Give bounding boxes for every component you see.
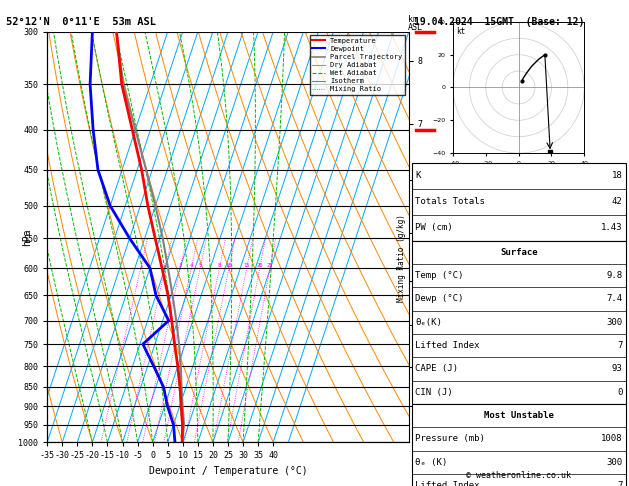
Text: 7: 7 bbox=[617, 481, 623, 486]
Text: Dewp (°C): Dewp (°C) bbox=[415, 295, 464, 303]
Text: 10: 10 bbox=[226, 263, 232, 268]
Text: 18: 18 bbox=[612, 171, 623, 180]
Text: θₑ (K): θₑ (K) bbox=[415, 458, 447, 467]
Text: 1: 1 bbox=[139, 263, 142, 268]
Text: 2: 2 bbox=[164, 263, 167, 268]
Text: 52°12'N  0°11'E  53m ASL: 52°12'N 0°11'E 53m ASL bbox=[6, 17, 156, 27]
Text: 1008: 1008 bbox=[601, 434, 623, 443]
Text: km: km bbox=[408, 15, 418, 24]
Text: PW (cm): PW (cm) bbox=[415, 223, 453, 232]
Text: 7: 7 bbox=[617, 341, 623, 350]
Text: 5: 5 bbox=[199, 263, 202, 268]
Text: 300: 300 bbox=[606, 458, 623, 467]
Text: 1.43: 1.43 bbox=[601, 223, 623, 232]
Text: Temp (°C): Temp (°C) bbox=[415, 271, 464, 280]
X-axis label: Dewpoint / Temperature (°C): Dewpoint / Temperature (°C) bbox=[148, 466, 308, 476]
Text: Mixing Ratio (g/kg): Mixing Ratio (g/kg) bbox=[397, 214, 406, 301]
Text: 8: 8 bbox=[218, 263, 221, 268]
Text: 0: 0 bbox=[617, 388, 623, 397]
Text: 7.4: 7.4 bbox=[606, 295, 623, 303]
Text: ASL: ASL bbox=[408, 23, 423, 32]
Text: θₑ(K): θₑ(K) bbox=[415, 318, 442, 327]
Text: 93: 93 bbox=[612, 364, 623, 373]
Text: 42: 42 bbox=[612, 197, 623, 206]
Text: 3: 3 bbox=[179, 263, 182, 268]
Legend: Temperature, Dewpoint, Parcel Trajectory, Dry Adiabat, Wet Adiabat, Isotherm, Mi: Temperature, Dewpoint, Parcel Trajectory… bbox=[309, 35, 405, 95]
Text: 300: 300 bbox=[606, 318, 623, 327]
Text: 20: 20 bbox=[257, 263, 263, 268]
Text: Totals Totals: Totals Totals bbox=[415, 197, 485, 206]
Text: K: K bbox=[415, 171, 421, 180]
Text: 4: 4 bbox=[190, 263, 193, 268]
Text: © weatheronline.co.uk: © weatheronline.co.uk bbox=[467, 471, 571, 480]
Text: 15: 15 bbox=[243, 263, 250, 268]
Text: Lifted Index: Lifted Index bbox=[415, 481, 480, 486]
Text: 19.04.2024  15GMT  (Base: 12): 19.04.2024 15GMT (Base: 12) bbox=[414, 17, 584, 27]
Text: Most Unstable: Most Unstable bbox=[484, 411, 554, 420]
Text: Lifted Index: Lifted Index bbox=[415, 341, 480, 350]
Text: 9.8: 9.8 bbox=[606, 271, 623, 280]
Text: Surface: Surface bbox=[500, 248, 538, 257]
Text: 25: 25 bbox=[267, 263, 274, 268]
Text: LCL: LCL bbox=[438, 425, 450, 432]
Text: Pressure (mb): Pressure (mb) bbox=[415, 434, 485, 443]
Text: hPa: hPa bbox=[22, 228, 32, 246]
Text: CIN (J): CIN (J) bbox=[415, 388, 453, 397]
Text: CAPE (J): CAPE (J) bbox=[415, 364, 458, 373]
Text: kt: kt bbox=[456, 27, 465, 36]
